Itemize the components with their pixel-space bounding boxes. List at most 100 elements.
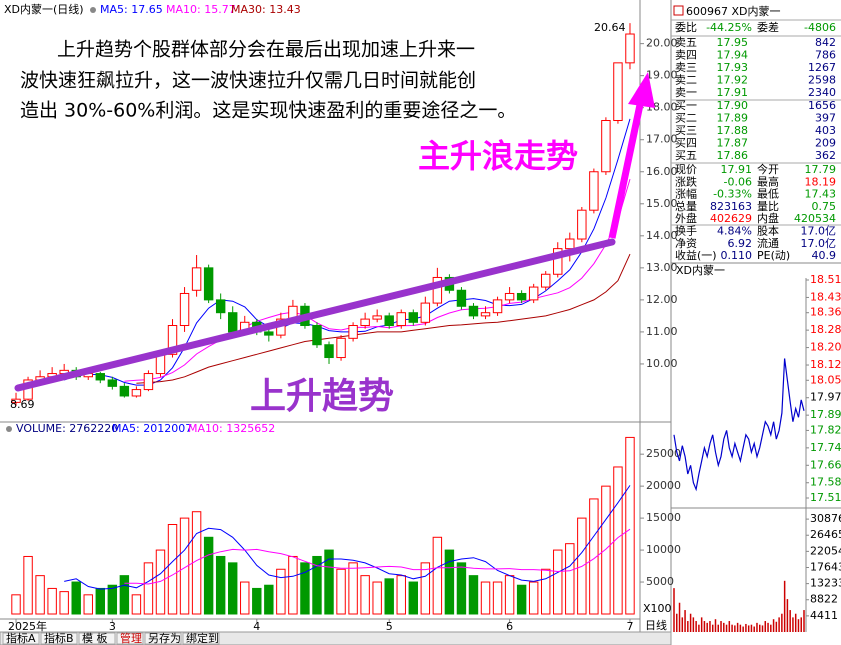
quote-cell: 402629 bbox=[710, 212, 752, 225]
toolbar-tab-label[interactable]: 管理 bbox=[120, 631, 142, 645]
y-tick-label: 18.43 bbox=[810, 290, 841, 303]
y-tick-label: 18.20 bbox=[810, 341, 841, 354]
quote-cell: 流通 bbox=[757, 236, 779, 250]
volume-bar bbox=[203, 536, 214, 615]
candle-body bbox=[227, 312, 238, 333]
candle-body bbox=[516, 292, 527, 301]
candle-body bbox=[577, 209, 587, 240]
x-tick-label: 5 bbox=[386, 620, 393, 633]
candle-body bbox=[312, 325, 322, 346]
y-tick-label: 22054 bbox=[810, 544, 841, 557]
ma-line bbox=[136, 253, 631, 384]
volume-bar bbox=[300, 562, 310, 615]
volume-bar bbox=[492, 581, 503, 615]
volume-bar bbox=[240, 581, 250, 615]
toolbar-tab-label[interactable]: 模 板 bbox=[82, 631, 108, 645]
toolbar-tab[interactable] bbox=[78, 632, 116, 645]
y-tick-label: 17.66 bbox=[810, 458, 841, 471]
volume-bar bbox=[601, 485, 611, 615]
max-label: 20.64 bbox=[594, 21, 626, 34]
volume-bar bbox=[11, 594, 21, 615]
volume-bar bbox=[540, 568, 551, 615]
quote-cell: 最高 bbox=[757, 174, 779, 188]
quote-cell: -0.06 bbox=[724, 175, 752, 188]
volume-bar bbox=[131, 594, 142, 615]
volume-bar bbox=[47, 587, 57, 615]
intraday-panel: XD内蒙一 18.51 18.43 18.36 18.28 18.20 18.12 18.05… bbox=[645, 263, 841, 632]
y-tick-label: 30876 bbox=[810, 512, 841, 525]
volume-bar bbox=[565, 543, 575, 615]
quote-cell: 397 bbox=[815, 112, 836, 125]
y-tick-label: 10.00 bbox=[646, 357, 678, 370]
candle-body bbox=[625, 33, 635, 64]
toolbar: 指标A 指标B 模 板管理 另存为 绑定到 bbox=[2, 631, 220, 645]
intraday-line bbox=[673, 358, 805, 492]
quote-cell: 委差 bbox=[757, 20, 779, 34]
candle-body bbox=[119, 385, 130, 397]
legend-dot bbox=[90, 7, 96, 13]
quote-cell: 17.43 bbox=[805, 188, 837, 201]
volume-bar bbox=[384, 578, 394, 615]
volume-bar bbox=[35, 575, 45, 615]
candle-body bbox=[565, 238, 575, 250]
y-tick-label: 4411 bbox=[810, 609, 838, 622]
quote-cell: 17.92 bbox=[717, 74, 749, 87]
y-tick-label: 17.00 bbox=[646, 133, 678, 146]
volume-bar bbox=[504, 575, 515, 615]
y-tick-label: 17.58 bbox=[810, 476, 841, 489]
quote-cell: -44.25% bbox=[706, 21, 752, 34]
candle-body bbox=[396, 312, 406, 327]
y-tick-label: 26465 bbox=[810, 528, 841, 541]
quote-cell: PE(动) bbox=[757, 249, 790, 262]
toolbar-tab-label[interactable]: 另存为 bbox=[148, 631, 181, 645]
quote-cell: 209 bbox=[815, 137, 836, 150]
toolbar-tab[interactable] bbox=[182, 632, 220, 645]
quote-cell: 17.93 bbox=[717, 61, 749, 74]
volume-bar bbox=[83, 594, 93, 615]
toolbar-tab-label[interactable]: 指标A bbox=[6, 631, 36, 645]
y-tick-label: 18.28 bbox=[810, 323, 841, 336]
toolbar-tab[interactable] bbox=[2, 632, 40, 645]
quote-cell: 17.91 bbox=[721, 163, 753, 176]
quote-cell: 卖二 bbox=[675, 74, 697, 87]
y-tick-label: 17.97 bbox=[810, 391, 841, 404]
toolbar-tab-label[interactable]: 指标B bbox=[44, 631, 74, 645]
toolbar-tab[interactable] bbox=[144, 632, 182, 645]
quote-cell: 17.94 bbox=[717, 49, 749, 62]
volume-bar bbox=[215, 555, 226, 615]
stock-icon bbox=[673, 5, 684, 16]
volume-bar bbox=[59, 591, 69, 615]
candle-body bbox=[215, 299, 226, 314]
x-tick-label: 7 bbox=[626, 620, 633, 633]
volume-bar bbox=[264, 584, 274, 615]
volume-bar bbox=[589, 498, 599, 615]
volume-bar bbox=[23, 555, 33, 615]
toolbar-tab[interactable] bbox=[116, 632, 144, 645]
volume-bar bbox=[553, 549, 563, 615]
toolbar-tab[interactable] bbox=[40, 632, 78, 645]
quote-cell: 买五 bbox=[675, 149, 697, 162]
quote-cell: 403 bbox=[815, 124, 836, 137]
candle-body bbox=[264, 331, 274, 336]
quote-cell: 17.88 bbox=[717, 124, 749, 137]
toolbar-tab-label[interactable]: 绑定到 bbox=[186, 631, 219, 645]
chart-title: XD内蒙一 bbox=[676, 263, 725, 277]
volume-bar bbox=[288, 555, 298, 615]
candle-body bbox=[601, 120, 611, 173]
y-tick-label: 8822 bbox=[810, 593, 838, 606]
y-tick-label: 12.00 bbox=[646, 293, 678, 306]
quote-cell: 卖一 bbox=[675, 86, 697, 99]
candle-body bbox=[131, 389, 142, 397]
quote-cell: 最低 bbox=[757, 188, 779, 201]
candle-body bbox=[107, 379, 118, 387]
volume-bar bbox=[312, 555, 322, 615]
y-tick-label: 19.00 bbox=[646, 69, 678, 82]
quote-cell: 420534 bbox=[794, 212, 836, 225]
quote-cell: 买四 bbox=[675, 137, 697, 150]
candle-body bbox=[11, 398, 21, 403]
y-tick-label: 18.36 bbox=[810, 306, 841, 319]
volume-bar bbox=[372, 581, 382, 615]
quote-cell: 17.0亿 bbox=[801, 225, 837, 238]
